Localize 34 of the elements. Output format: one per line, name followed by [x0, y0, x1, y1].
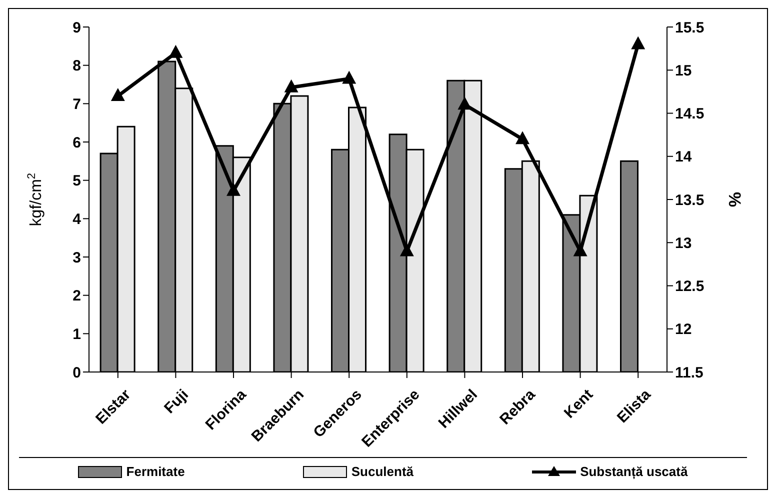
- y2-tick-label: 15: [675, 62, 692, 80]
- y-tick-label: 3: [72, 249, 81, 266]
- y-tick-label: 6: [72, 134, 81, 152]
- y-tick-label: 1: [72, 326, 81, 343]
- y-tick-label: 8: [72, 58, 81, 75]
- point: [284, 79, 298, 92]
- y2-tick-label: 13: [675, 234, 692, 252]
- y2-tick-label: 11.5: [675, 364, 704, 382]
- y2-tick-label: 14: [675, 148, 692, 166]
- point: [110, 88, 125, 101]
- y-tick-label: 9: [72, 19, 81, 36]
- point: [400, 243, 414, 256]
- point: [458, 96, 472, 110]
- point: [226, 182, 240, 196]
- y2-tick-label: 15.5: [675, 19, 704, 36]
- y-tick-label: 0: [72, 364, 81, 382]
- legend-label: Suculentă: [350, 464, 414, 479]
- y-tick-label: 2: [72, 288, 81, 305]
- y2-tick-label: 12.5: [675, 278, 704, 296]
- legend-label: Substanță uscată: [579, 464, 688, 479]
- y2-axis-title: %: [725, 192, 744, 208]
- point: [631, 36, 646, 50]
- y2-tick-label: 12: [675, 321, 692, 338]
- x-tick-label: Fuji: [161, 386, 192, 418]
- point: [168, 44, 183, 58]
- y-tick-label: 5: [72, 172, 81, 190]
- y-tick-label: 4: [72, 210, 82, 228]
- y2-tick-label: 14.5: [675, 106, 704, 123]
- y-tick-label: 7: [72, 96, 81, 113]
- y2-tick-label: 13.5: [675, 192, 704, 209]
- point: [516, 131, 530, 144]
- point: [573, 243, 588, 256]
- legend-label: Fermitate: [125, 464, 185, 479]
- point: [342, 70, 356, 84]
